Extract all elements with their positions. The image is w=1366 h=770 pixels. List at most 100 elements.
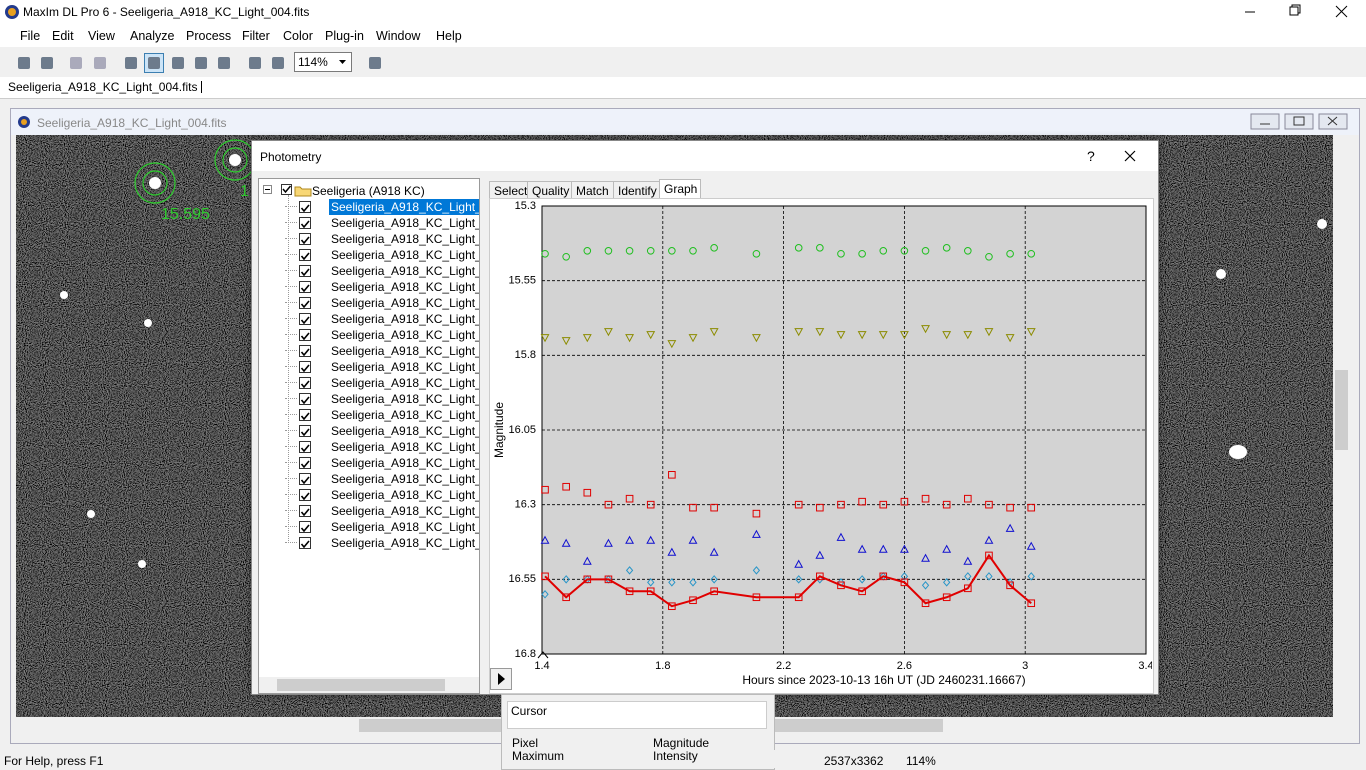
tree-item[interactable]: Seeligeria_A918_KC_Light_022 [331, 456, 479, 470]
v-scrollbar[interactable] [1333, 135, 1350, 717]
point [583, 488, 592, 497]
menu-item[interactable]: Window [376, 29, 421, 43]
window-controls[interactable] [1230, 0, 1366, 24]
tree-item[interactable]: Seeligeria_A918_KC_Light_005 [331, 216, 479, 230]
tree-item[interactable]: Seeligeria_A918_KC_Light_020 [331, 424, 479, 438]
tree-checkbox[interactable] [299, 521, 311, 533]
point [710, 587, 718, 596]
check [300, 236, 310, 245]
tree-checkbox[interactable] [299, 393, 311, 405]
tree-checkbox[interactable] [299, 249, 311, 261]
tree-item[interactable]: Seeligeria_A918_KC_Light_021 [331, 440, 479, 454]
tree-item[interactable]: Seeligeria_A918_KC_Light_014 [331, 344, 479, 358]
tree-item[interactable]: Seeligeria_A918_KC_Light_025 [331, 504, 479, 518]
status-bar: For Help, press F1 [0, 750, 501, 768]
point [710, 503, 718, 512]
tree-checkbox[interactable] [299, 265, 311, 277]
tree-checkbox[interactable] [299, 537, 311, 549]
image-window-controls[interactable] [1249, 113, 1355, 131]
tab[interactable]: Graph [659, 179, 701, 202]
tree-checkbox[interactable] [299, 425, 311, 437]
menu-item[interactable]: Plug-in [325, 29, 364, 43]
tree-checkbox[interactable] [299, 313, 311, 325]
tree-item[interactable]: Seeligeria_A918_KC_Light_006 [331, 232, 479, 246]
toolbar-button[interactable] [168, 53, 188, 73]
tree-checkbox[interactable] [299, 377, 311, 389]
tree-checkbox[interactable] [299, 457, 311, 469]
menu-item[interactable]: File [20, 29, 41, 43]
check [300, 284, 310, 293]
tree-checkbox[interactable] [299, 345, 311, 357]
toolbar-button[interactable] [191, 53, 211, 73]
tree-item[interactable]: Seeligeria_A918_KC_Light_017 [331, 376, 479, 390]
tree-checkbox[interactable] [299, 217, 311, 229]
tree-item[interactable]: Seeligeria_A918_KC_Light_019 [331, 408, 479, 422]
menu-item[interactable]: Edit [52, 29, 74, 43]
menu-item[interactable]: Help [436, 29, 462, 43]
menu-item[interactable]: View [88, 29, 115, 43]
tree-item[interactable]: Seeligeria_A918_KC_Light_011 [331, 312, 479, 326]
tree-item[interactable]: Seeligeria_A918_KC_Light_004 [329, 199, 479, 215]
tree-item[interactable]: Seeligeria_A918_KC_Light_008 [331, 264, 479, 278]
toolbar-button[interactable] [14, 53, 34, 73]
check [300, 316, 310, 325]
toolbar-button[interactable] [66, 53, 86, 73]
x-tick-label: 1.4 [534, 660, 549, 672]
point [752, 509, 761, 518]
y-tick-label: 15.55 [508, 275, 536, 287]
toolbar-button[interactable] [365, 53, 385, 73]
menu-item[interactable]: Process [186, 29, 232, 43]
tree-item[interactable]: Seeligeria_A918_KC_Light_016 [331, 360, 479, 374]
tree-checkbox[interactable] [299, 297, 311, 309]
tab[interactable]: Match [571, 181, 615, 202]
zoom-combo[interactable]: 114% [294, 52, 352, 72]
tree-checkbox[interactable] [299, 441, 311, 453]
point [667, 340, 677, 349]
toolbar-button[interactable] [90, 53, 110, 73]
tab[interactable]: Select [489, 181, 529, 202]
tree-checkbox[interactable] [299, 409, 311, 421]
tree-item[interactable]: Seeligeria_A918_KC_Light_010 [331, 296, 479, 310]
point [751, 334, 761, 343]
menu-item[interactable]: Analyze [130, 29, 175, 43]
menu-item[interactable]: Color [283, 29, 313, 43]
point [689, 503, 697, 512]
play-button[interactable] [490, 668, 512, 690]
tree-h-scrollbar[interactable] [259, 677, 479, 693]
tree-item[interactable]: Seeligeria_A918_KC_Light_009 [331, 280, 479, 294]
toolbar-button[interactable] [37, 53, 57, 73]
tree-checkbox[interactable] [299, 505, 311, 517]
close-button[interactable] [1122, 148, 1138, 164]
tree-checkbox[interactable] [299, 233, 311, 245]
tree-scroll-thumb[interactable] [277, 679, 445, 691]
toolbar-button[interactable] [245, 53, 265, 73]
menu-item[interactable]: Filter [242, 29, 270, 43]
tree-checkbox[interactable] [299, 473, 311, 485]
tree-checkbox[interactable] [299, 201, 311, 213]
tree-item[interactable]: Seeligeria_A918_KC_Light_023 [331, 472, 479, 486]
tree-root[interactable]: Seeligeria (A918 KC) [312, 184, 425, 198]
toolbar-button[interactable] [268, 53, 288, 73]
tree-item[interactable]: Seeligeria_A918_KC_Light_026 [331, 520, 479, 534]
tree-checkbox[interactable] [299, 329, 311, 341]
tree-item[interactable]: Seeligeria_A918_KC_Light_018 [331, 392, 479, 406]
document-tab[interactable]: Seeligeria_A918_KC_Light_004.fits [8, 81, 203, 93]
v-scroll-thumb[interactable] [1335, 370, 1348, 450]
toolbar-button[interactable] [214, 53, 234, 73]
toolbar-button[interactable] [144, 53, 164, 73]
tree-connector [285, 302, 297, 303]
tree-checkbox[interactable] [299, 361, 311, 373]
toolbar-button[interactable] [121, 53, 141, 73]
help-button[interactable]: ? [1087, 148, 1095, 164]
point [984, 535, 994, 544]
tree-item[interactable]: Seeligeria_A918_KC_Light_027 [331, 536, 479, 550]
tab[interactable]: Identify [613, 181, 661, 202]
tree-item[interactable]: Seeligeria_A918_KC_Light_007 [331, 248, 479, 262]
point [752, 593, 761, 602]
tree-item[interactable]: Seeligeria_A918_KC_Light_012 [331, 328, 479, 342]
tree-item[interactable]: Seeligeria_A918_KC_Light_024 [331, 488, 479, 502]
tree-checkbox[interactable] [299, 489, 311, 501]
point [603, 328, 613, 337]
tree-checkbox[interactable] [299, 281, 311, 293]
point [899, 331, 909, 340]
